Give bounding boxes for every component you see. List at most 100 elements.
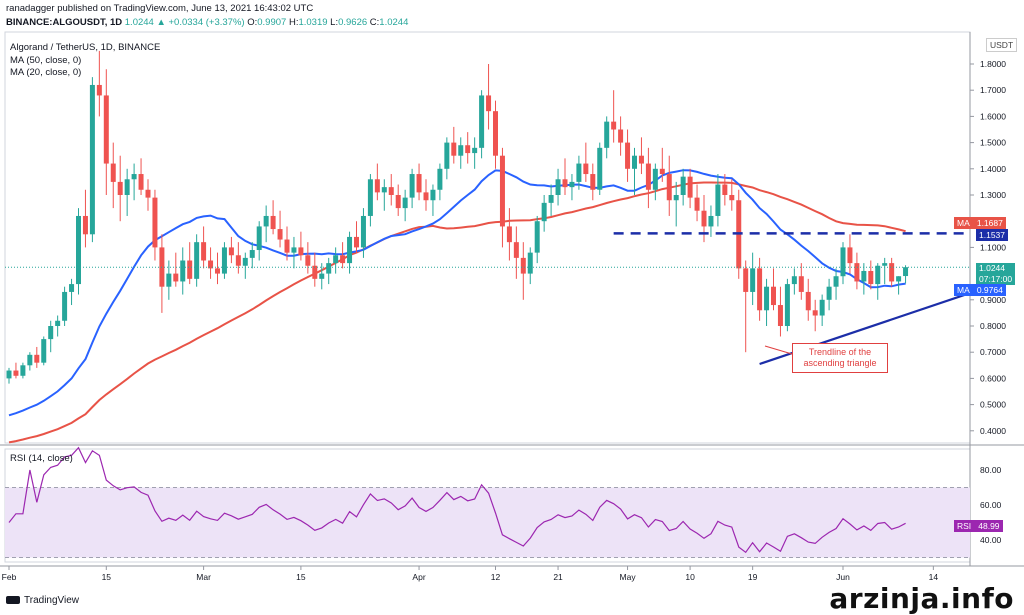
candle-body (354, 236, 359, 248)
candle-body (6, 370, 12, 379)
price-tick-label: 0.6000 (980, 373, 1006, 383)
price-tick-label: 1.3000 (980, 190, 1006, 200)
candle-body (69, 284, 75, 292)
time-tick-label: 15 (102, 572, 112, 582)
time-tick-label: Apr (412, 572, 425, 582)
watermark: arzinja.info (829, 582, 1014, 615)
candle-body (291, 247, 297, 253)
candle-body (590, 174, 596, 190)
currency-badge[interactable]: USDT (986, 38, 1018, 52)
rsi-tick-label: 60.00 (980, 500, 1002, 510)
price-tick-label: 1.4000 (980, 164, 1006, 174)
candle-body (374, 179, 380, 193)
candle-body (513, 242, 519, 258)
tradingview-footer[interactable]: TradingView (6, 595, 79, 606)
symbol-name: BINANCE:ALGOUSDT, 1D (6, 17, 123, 28)
candle-body (666, 174, 672, 201)
candle-body (444, 142, 450, 169)
candle-body (611, 121, 617, 130)
candle-body (228, 247, 234, 256)
candle-body (875, 265, 881, 285)
candle-body (722, 184, 728, 195)
candle-body (360, 215, 366, 248)
candle-body (903, 267, 909, 277)
price-tick-label: 0.9000 (980, 295, 1006, 305)
candle-body (777, 305, 783, 326)
candle-body (694, 197, 700, 211)
candle-body (152, 197, 158, 248)
candle-body (868, 270, 874, 285)
annotation-line-1: Trendline of the (808, 347, 872, 357)
candle-body (124, 179, 130, 195)
candle-body (145, 189, 151, 198)
candle-body (479, 95, 485, 148)
candle-body (277, 229, 283, 240)
candle-body (13, 370, 19, 376)
candle-body (312, 265, 318, 279)
candle-body (409, 174, 415, 198)
candle-body (604, 121, 610, 148)
price-tick-label: 1.6000 (980, 111, 1006, 121)
ma50-tag-value: 1.1687 (976, 218, 1003, 228)
ma50-line (8, 181, 906, 444)
candle-body (861, 270, 867, 282)
candle-body (673, 195, 679, 201)
candle-body (381, 187, 387, 193)
price-tick-label: 1.5000 (980, 138, 1006, 148)
candle-body (882, 263, 888, 266)
price-tick-label: 1.7000 (980, 85, 1006, 95)
candle-body (27, 354, 33, 366)
close-value: 1.0244 (379, 17, 409, 28)
candle-body (395, 195, 401, 209)
candle-body (854, 263, 860, 282)
candle-body (416, 174, 422, 193)
candle-body (527, 252, 533, 274)
candle-body (645, 163, 651, 190)
price-pane-frame (4, 31, 971, 444)
time-tick-label: 19 (748, 572, 758, 582)
candle-body (458, 145, 464, 156)
candle-body (173, 273, 179, 282)
candle-body (569, 181, 575, 188)
candle-body (784, 284, 790, 326)
time-tick-label: 21 (553, 572, 563, 582)
low-value: 0.9626 (338, 17, 368, 28)
candle-body (819, 299, 825, 316)
candle-body (437, 168, 443, 190)
time-tick-label: 10 (685, 572, 695, 582)
ma50-legend: MA (50, close, 0) (10, 55, 82, 66)
candle-body (687, 176, 693, 198)
candle-body (576, 163, 582, 182)
high-label: H: (288, 17, 299, 28)
rsi-tag-value: 48.99 (978, 521, 1000, 531)
chart-title: Algorand / TetherUS, 1D, BINANCE (10, 42, 161, 53)
candle-body (326, 263, 332, 274)
candle-body (34, 354, 40, 363)
price-tag: 1.0244 07:17:00 (976, 263, 1016, 285)
candle-body (76, 215, 81, 285)
price-tick-label: 0.4000 (980, 426, 1006, 436)
candle-body (597, 147, 603, 190)
candle-body (96, 84, 102, 96)
candle-body (235, 255, 241, 266)
candle-body (249, 250, 255, 258)
candle-body (201, 242, 207, 261)
ma20-line (8, 169, 906, 417)
candle-body (715, 184, 721, 216)
ma50-tag-label: MA (957, 218, 970, 228)
candle-body (319, 273, 325, 279)
open-label: O: (247, 17, 258, 28)
candle-body (187, 260, 193, 279)
rsi-tick-label: 40.00 (980, 535, 1002, 545)
candle-body (493, 111, 498, 156)
candle-body (131, 174, 137, 180)
candle-body (367, 179, 373, 216)
candle-body (826, 286, 832, 300)
candle-body (659, 168, 665, 175)
candle-body (117, 181, 123, 195)
time-tick-label: Mar (196, 572, 211, 582)
time-tick-label: Jun (836, 572, 850, 582)
candle-body (555, 179, 561, 195)
high-value: 1.0319 (298, 17, 328, 28)
